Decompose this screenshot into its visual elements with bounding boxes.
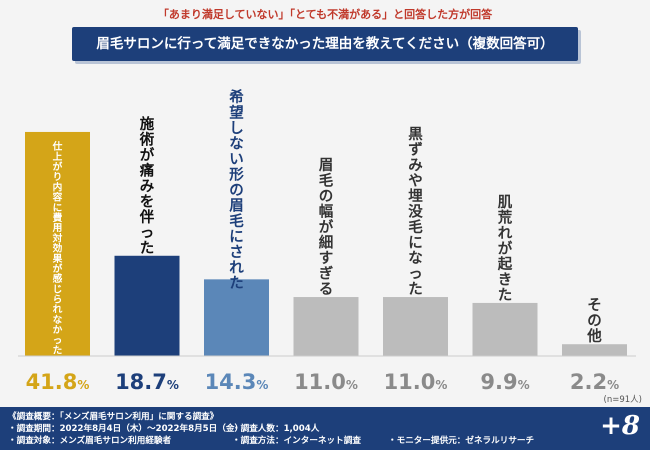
bar-1 xyxy=(25,131,90,356)
value-label-3: 14.3% xyxy=(205,370,269,394)
bar-2 xyxy=(114,255,180,356)
survey-target: ・調査対象：メンズ眉毛サロン利用経験者 xyxy=(8,436,172,446)
category-label-5: 黒ずみや埋没毛になった xyxy=(408,126,423,298)
chart-title: 眉毛サロンに行って満足できなかった理由を教えてください（複数回答可） xyxy=(72,27,578,61)
bar-chart: 仕上がり内容に費用対効果が感じられなかった 41.8% 施術が痛みを伴った 18.7%… xyxy=(18,88,642,405)
category-label-6: 肌荒れが起きた xyxy=(497,194,513,304)
value-label-1: 41.8% xyxy=(26,370,90,394)
bar-7 xyxy=(562,344,627,356)
bar-5 xyxy=(383,297,448,356)
value-label-2: 18.7% xyxy=(115,370,179,394)
survey-provider: ・モニター提供元：ゼネラルリサーチ xyxy=(388,436,535,446)
category-label-7: その他 xyxy=(586,298,602,345)
bar-3 xyxy=(204,279,269,356)
value-label-4: 11.0% xyxy=(294,370,358,394)
category-label-3: 希望しない形の眉毛にされた xyxy=(229,88,244,292)
value-label-7: 2.2% xyxy=(570,370,619,394)
survey-condition-note: 「あまり満足していない」「とても不満がある」と回答した方が回答 xyxy=(157,8,493,21)
survey-overview: 《調査概要：「メンズ眉毛サロン利用」に関する調査》 xyxy=(8,412,219,422)
survey-count: ・調査人数：1,004人 xyxy=(232,424,320,434)
brand-logo: +8 xyxy=(600,411,640,441)
survey-period: ・調査期間：2022年8月4日（木）〜2022年8月5日（金） xyxy=(8,424,244,434)
value-label-6: 9.9% xyxy=(480,370,529,394)
value-label-5: 11.0% xyxy=(384,370,448,394)
category-label-4: 眉毛の幅が細すぎる xyxy=(319,157,334,298)
bar-6 xyxy=(472,302,538,356)
category-label-1: 仕上がり内容に費用対効果が感じられなかった xyxy=(52,140,63,357)
survey-method: ・調査方法：インターネット調査 xyxy=(232,436,361,446)
sample-size-note: (n=91人) xyxy=(604,395,642,405)
bar-4 xyxy=(293,297,359,356)
survey-footer: 《調査概要：「メンズ眉毛サロン利用」に関する調査》 ・調査期間：2022年8月4… xyxy=(0,407,650,450)
category-label-2: 施術が痛みを伴った xyxy=(139,115,155,257)
